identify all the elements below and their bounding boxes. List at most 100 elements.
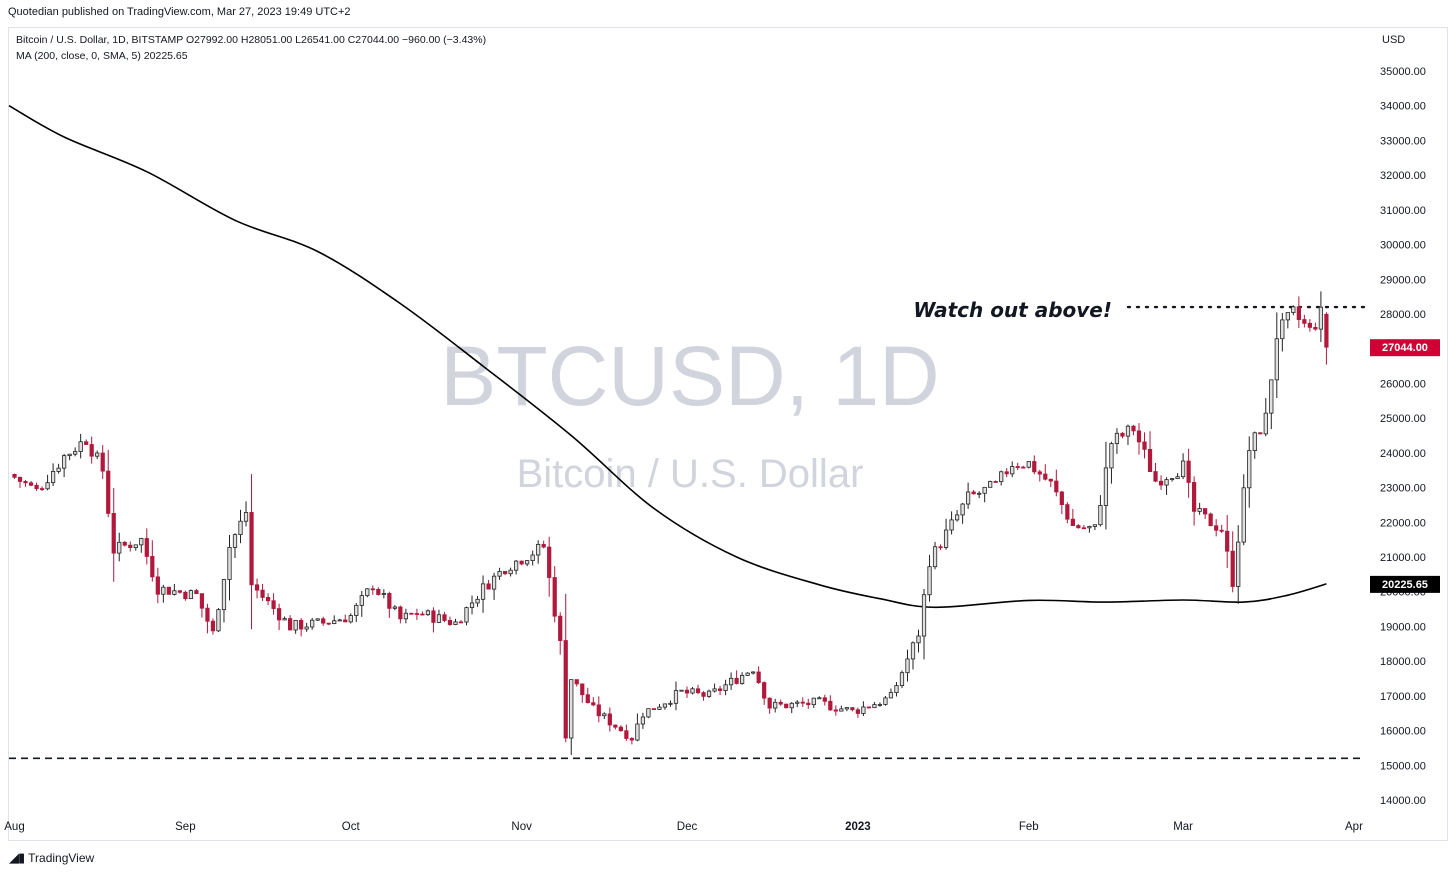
candle-body <box>431 610 436 623</box>
candle-body <box>1043 473 1048 480</box>
watermark-symbol: BTCUSD, 1D <box>440 329 939 423</box>
candle-body <box>1285 312 1290 321</box>
candle-body <box>150 556 155 578</box>
candle-body <box>398 606 403 620</box>
candle-body <box>1225 530 1230 552</box>
tradingview-brand[interactable]: ◢▮ TradingView <box>9 850 94 866</box>
candle-body <box>613 724 618 728</box>
candle-body <box>414 613 420 615</box>
candle-body <box>425 610 431 616</box>
candle-body <box>740 674 745 684</box>
candle-body <box>469 602 475 609</box>
candle-body <box>299 619 304 630</box>
candle-body <box>453 621 458 625</box>
y-tick-label: 26000.00 <box>1380 378 1426 390</box>
candle-body <box>651 708 657 711</box>
candle-body <box>971 491 976 495</box>
candle-body <box>580 683 585 696</box>
candle-body <box>315 618 320 621</box>
candle-body <box>657 706 662 710</box>
candle-body <box>1296 306 1301 320</box>
candle-body <box>1313 326 1318 330</box>
candle-body <box>690 688 695 694</box>
y-tick-label: 16000.00 <box>1380 726 1426 738</box>
candle-body <box>624 730 629 739</box>
candle-body <box>1125 425 1131 437</box>
ma-tag-label: 20225.65 <box>1382 579 1428 591</box>
candle-body <box>1065 504 1070 520</box>
candle-body <box>17 476 23 482</box>
candlestick-series[interactable] <box>12 291 1329 755</box>
y-tick-label: 30000.00 <box>1380 240 1426 252</box>
candle-body <box>872 704 877 709</box>
price-tag-box <box>1370 339 1440 357</box>
y-tick-label: 18000.00 <box>1380 656 1426 668</box>
candle-body <box>662 703 668 708</box>
x-axis[interactable]: Aug Sep Oct Nov Dec 2023 Feb Mar Apr <box>4 821 1363 833</box>
candle-body <box>370 588 375 591</box>
candle-body <box>966 491 971 505</box>
candle-body <box>756 671 761 683</box>
candle-body <box>717 688 723 691</box>
ma-200-line[interactable] <box>8 105 1327 609</box>
candle-body <box>497 570 502 577</box>
candle-body <box>78 441 83 452</box>
candle-body <box>1015 466 1020 468</box>
annotation-watch-out[interactable]: Watch out above! <box>913 298 1112 322</box>
candle-body <box>221 579 227 611</box>
candle-body <box>701 692 706 697</box>
candle-body <box>728 677 734 686</box>
candle-body <box>932 546 938 568</box>
candle-body <box>646 708 651 718</box>
candle-body <box>1307 322 1312 328</box>
candle-body <box>144 538 149 557</box>
candle-body <box>73 451 78 455</box>
candle-body <box>866 706 872 709</box>
publish-info: Quotedian published on TradingView.com, … <box>8 6 351 18</box>
candle-body <box>28 482 34 486</box>
candle-body <box>618 726 623 732</box>
candle-body <box>332 620 337 624</box>
candle-body <box>194 590 199 595</box>
candle-body <box>1098 505 1103 526</box>
candle-body <box>436 614 442 623</box>
candle-body <box>89 444 94 457</box>
symbol-legend[interactable]: Bitcoin / U.S. Dollar, 1D, BITSTAMP O279… <box>16 34 487 46</box>
candle-body <box>530 554 535 562</box>
candle-body <box>1175 476 1180 479</box>
y-tick-label: 21000.00 <box>1380 552 1426 564</box>
candle-body <box>1258 432 1263 435</box>
currency-label[interactable]: USD <box>1382 34 1406 46</box>
candle-body <box>547 546 552 578</box>
candle-body <box>111 513 116 554</box>
candle-body <box>199 593 205 609</box>
candle-body <box>232 534 238 548</box>
candle-body <box>1214 525 1219 531</box>
candle-body <box>723 684 728 691</box>
y-axis[interactable]: 14000.00 15000.00 16000.00 17000.00 18000.00… <box>1380 66 1426 807</box>
x-tick-label: Sep <box>175 821 195 833</box>
candle-body <box>811 697 816 706</box>
candle-body <box>977 492 982 495</box>
y-tick-label: 24000.00 <box>1380 448 1426 460</box>
candle-body <box>464 607 469 623</box>
candle-body <box>1230 550 1235 587</box>
y-tick-label: 22000.00 <box>1380 517 1426 529</box>
candle-body <box>1197 508 1202 512</box>
candle-body <box>491 575 497 590</box>
y-tick-label: 34000.00 <box>1380 101 1426 113</box>
candle-body <box>706 690 712 697</box>
y-tick-label: 25000.00 <box>1380 413 1426 425</box>
candle-body <box>552 577 557 617</box>
y-tick-label: 14000.00 <box>1380 795 1426 807</box>
x-tick-label: Mar <box>1173 821 1193 833</box>
candle-body <box>172 590 177 595</box>
candle-body <box>684 689 690 694</box>
candle-body <box>569 679 574 739</box>
candle-body <box>988 481 993 488</box>
candle-body <box>751 671 756 674</box>
candle-body <box>376 588 381 595</box>
indicator-legend[interactable]: MA (200, close, 0, SMA, 5) 20225.65 <box>16 50 188 62</box>
